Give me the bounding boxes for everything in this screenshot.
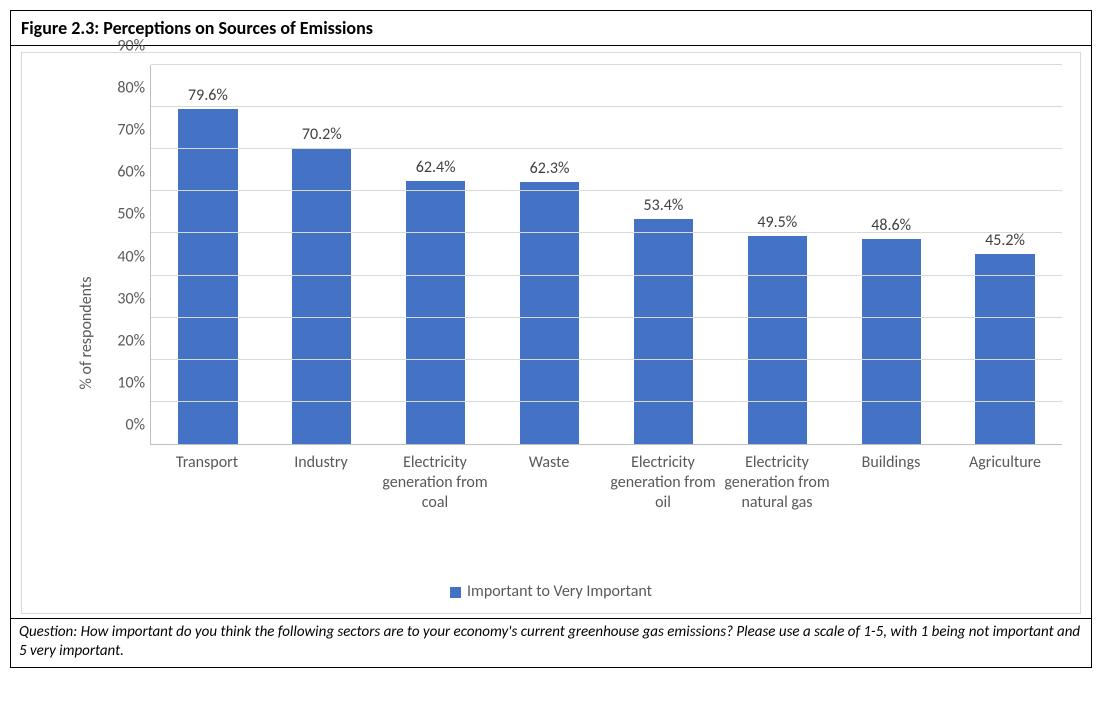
x-tick-label: Buildings: [834, 449, 948, 557]
bar-value-label: 62.3%: [530, 159, 570, 182]
x-tick-label: Transport: [150, 449, 264, 557]
bar-slot: 62.3%: [493, 65, 607, 444]
legend-label: Important to Very Important: [467, 582, 652, 601]
y-tick-label: 10%: [101, 373, 151, 392]
bar-slot: 53.4%: [607, 65, 721, 444]
bar-slot: 79.6%: [151, 65, 265, 444]
bar-slot: 48.6%: [834, 65, 948, 444]
bar-value-label: 48.6%: [871, 216, 911, 239]
y-axis-label: % of respondents: [77, 276, 96, 389]
bar: 62.4%: [406, 181, 465, 444]
x-tick-label: Agriculture: [948, 449, 1062, 557]
x-axis-labels: TransportIndustryElectricity generation …: [150, 449, 1062, 557]
y-tick-label: 80%: [101, 79, 151, 98]
bars-row: 79.6% 70.2% 62.4% 62.3% 53.4% 49.5% 48.6% 45.2%: [151, 65, 1062, 444]
bar-slot: 62.4%: [379, 65, 493, 444]
y-tick-label: 70%: [101, 121, 151, 140]
y-tick-label: 0%: [101, 416, 151, 435]
x-tick-label: Electricity generation from coal: [378, 449, 492, 557]
bar: 49.5%: [748, 236, 807, 444]
gridline: [151, 401, 1062, 402]
figure-title: Figure 2.3: Perceptions on Sources of Em…: [11, 11, 1091, 46]
chart-container: % of respondents 79.6% 70.2% 62.4% 62.3% 53.…: [11, 46, 1091, 618]
bar-value-label: 53.4%: [644, 196, 684, 219]
y-tick-label: 30%: [101, 289, 151, 308]
bar-value-label: 70.2%: [302, 125, 342, 148]
gridline: [151, 64, 1062, 65]
bar-value-label: 62.4%: [416, 158, 456, 181]
y-tick-label: 40%: [101, 247, 151, 266]
figure-frame: Figure 2.3: Perceptions on Sources of Em…: [10, 10, 1092, 668]
y-tick-label: 90%: [101, 37, 151, 56]
legend: Important to Very Important: [22, 582, 1080, 601]
bar: 53.4%: [634, 219, 693, 444]
y-tick-label: 50%: [101, 205, 151, 224]
gridline: [151, 232, 1062, 233]
bar: 62.3%: [520, 182, 579, 444]
gridline: [151, 106, 1062, 107]
x-tick-label: Electricity generation from oil: [606, 449, 720, 557]
legend-swatch: [450, 587, 461, 598]
x-tick-label: Waste: [492, 449, 606, 557]
figure-caption: Question: How important do you think the…: [11, 618, 1091, 667]
gridline: [151, 317, 1062, 318]
bar: 45.2%: [975, 254, 1034, 444]
bar-slot: 45.2%: [948, 65, 1062, 444]
y-tick-label: 20%: [101, 331, 151, 350]
x-tick-label: Electricity generation from natural gas: [720, 449, 834, 557]
bar: 70.2%: [292, 148, 351, 444]
x-tick-label: Industry: [264, 449, 378, 557]
plot-wrap: 79.6% 70.2% 62.4% 62.3% 53.4% 49.5% 48.6% 45.2%…: [96, 65, 1062, 445]
bar-value-label: 45.2%: [985, 231, 1025, 254]
bar-slot: 49.5%: [720, 65, 834, 444]
gridline: [151, 359, 1062, 360]
gridline: [151, 148, 1062, 149]
gridline: [151, 190, 1062, 191]
chart-border: % of respondents 79.6% 70.2% 62.4% 62.3% 53.…: [21, 52, 1081, 614]
bar-slot: 70.2%: [265, 65, 379, 444]
gridline: [151, 275, 1062, 276]
plot-area: 79.6% 70.2% 62.4% 62.3% 53.4% 49.5% 48.6% 45.2%…: [150, 65, 1062, 445]
bar: 48.6%: [862, 239, 921, 444]
y-tick-label: 60%: [101, 163, 151, 182]
chart-inner: % of respondents 79.6% 70.2% 62.4% 62.3% 53.…: [22, 53, 1080, 613]
bar: 79.6%: [178, 109, 237, 444]
